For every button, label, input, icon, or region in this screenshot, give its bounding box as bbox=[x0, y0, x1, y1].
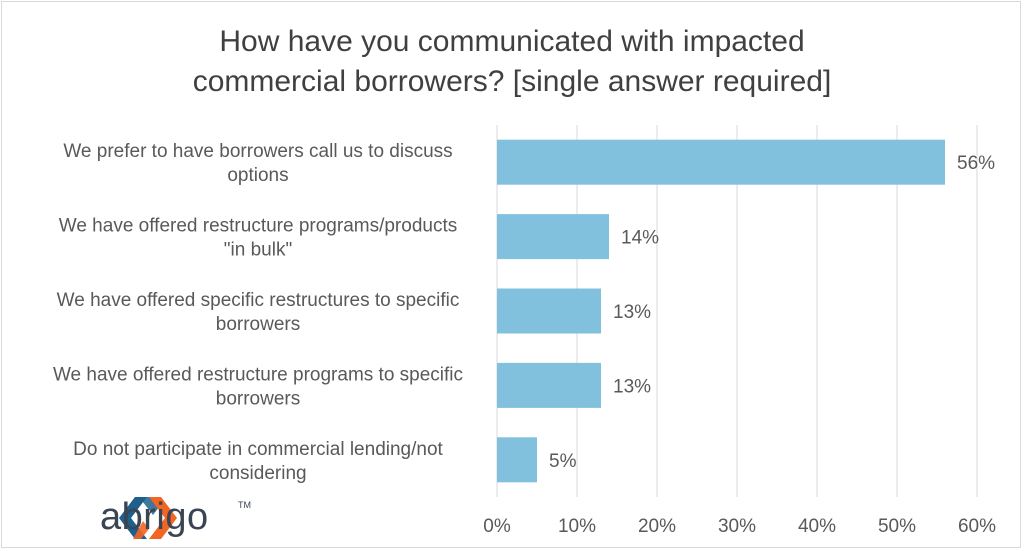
category-label-line: "in bulk" bbox=[224, 240, 292, 261]
logo-orange-chevron bbox=[149, 497, 177, 539]
category-label: We have offered restructure programs to … bbox=[53, 364, 463, 409]
data-label: 13% bbox=[613, 376, 651, 397]
logo-wordmark: abrigo bbox=[100, 496, 209, 538]
chart-title-line-2: commercial borrowers? [single answer req… bbox=[192, 65, 832, 98]
category-label-line: We have offered specific restructures to… bbox=[57, 290, 460, 311]
category-label: We have offered specific restructures to… bbox=[57, 290, 460, 335]
logo-orange-link bbox=[133, 521, 149, 539]
x-tick-label: 40% bbox=[798, 516, 836, 537]
abrigo-logo-icon bbox=[119, 497, 177, 539]
data-label: 56% bbox=[957, 153, 995, 174]
category-label: Do not participate in commercial lending… bbox=[73, 439, 443, 484]
chart-title-line-1: How have you communicated with impacted bbox=[219, 25, 805, 58]
data-label: 14% bbox=[621, 228, 659, 249]
bar bbox=[497, 362, 601, 408]
category-label-line: Do not participate in commercial lending… bbox=[73, 439, 443, 460]
x-tick-label: 0% bbox=[483, 516, 511, 537]
data-label: 13% bbox=[613, 302, 651, 323]
category-label-line: borrowers bbox=[216, 388, 300, 409]
data-label: 5% bbox=[549, 451, 577, 472]
category-label-line: We have offered restructure programs to … bbox=[53, 364, 463, 385]
bar bbox=[497, 214, 609, 260]
bar bbox=[497, 288, 601, 334]
x-tick-label: 60% bbox=[958, 516, 996, 537]
logo-blue-chevron bbox=[119, 497, 147, 539]
category-label-line: options bbox=[227, 165, 288, 186]
category-label: We prefer to have borrowers call us to d… bbox=[63, 141, 452, 186]
x-tick-label: 10% bbox=[558, 516, 596, 537]
category-label-line: We have offered restructure programs/pro… bbox=[59, 216, 458, 237]
bar bbox=[497, 139, 945, 185]
category-label-line: borrowers bbox=[216, 314, 300, 335]
category-label-line: We prefer to have borrowers call us to d… bbox=[63, 141, 452, 162]
category-label-line: considering bbox=[209, 463, 306, 484]
category-label: We have offered restructure programs/pro… bbox=[59, 216, 458, 261]
x-tick-label: 30% bbox=[718, 516, 756, 537]
x-tick-label: 50% bbox=[878, 516, 916, 537]
bar bbox=[497, 437, 537, 483]
x-tick-label: 20% bbox=[638, 516, 676, 537]
logo-trademark: TM bbox=[238, 500, 251, 510]
chart-title: How have you communicated with impacted … bbox=[0, 22, 1024, 102]
